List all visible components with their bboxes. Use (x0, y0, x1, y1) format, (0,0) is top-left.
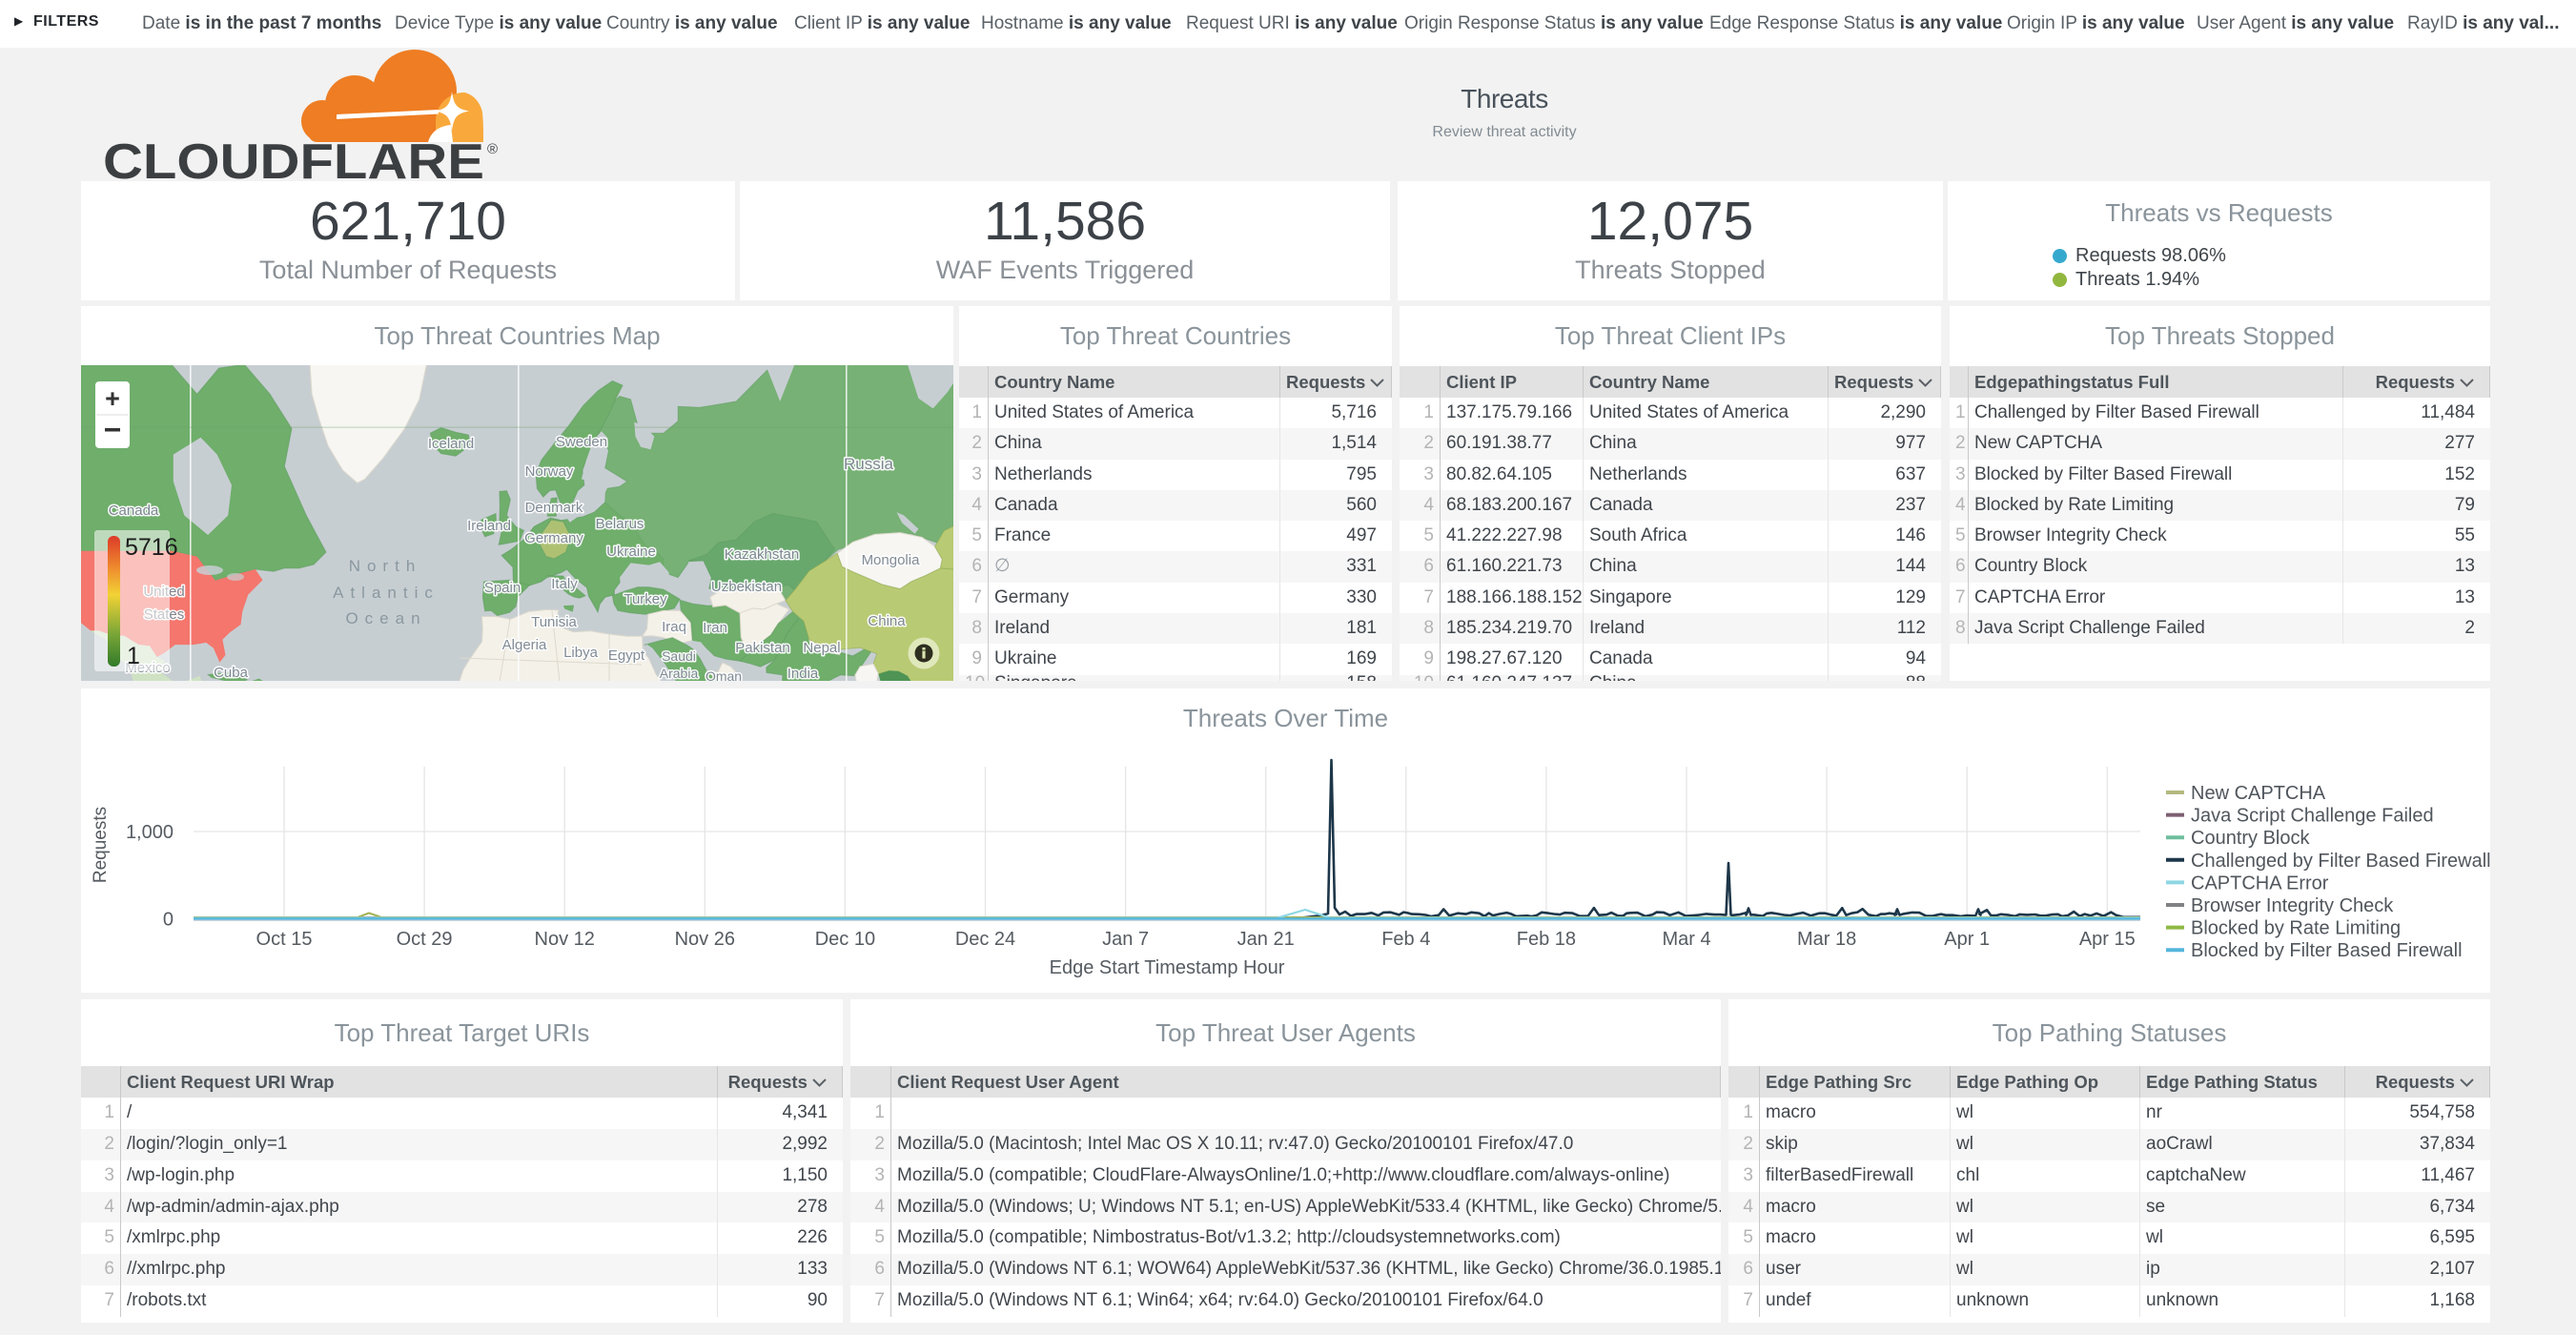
svg-text:Belarus: Belarus (596, 516, 644, 532)
svg-text:Feb 18: Feb 18 (1517, 929, 1576, 950)
svg-text:Apr 1: Apr 1 (1944, 929, 1990, 950)
svg-text:North: North (349, 557, 422, 575)
svg-text:Ukraine: Ukraine (606, 544, 656, 560)
svg-text:Ocean: Ocean (345, 609, 426, 627)
svg-text:Iceland: Iceland (428, 436, 474, 452)
svg-text:Mar 18: Mar 18 (1797, 929, 1856, 950)
svg-text:Sweden: Sweden (556, 434, 607, 450)
svg-text:Iran: Iran (703, 620, 727, 636)
svg-text:Challenged by Filter Based Fir: Challenged by Filter Based Firewall (2191, 851, 2490, 872)
svg-text:Country Block: Country Block (2191, 828, 2310, 849)
svg-text:Requests: Requests (91, 807, 111, 883)
svg-text:Spain: Spain (484, 580, 521, 596)
svg-text:Arabia: Arabia (660, 666, 699, 681)
svg-text:1: 1 (127, 643, 140, 669)
svg-text:India: India (787, 666, 819, 681)
svg-text:Nov 12: Nov 12 (535, 929, 595, 950)
svg-text:Browser Integrity Check: Browser Integrity Check (2191, 895, 2394, 916)
svg-text:Cuba: Cuba (214, 665, 249, 681)
svg-text:Jan 21: Jan 21 (1237, 929, 1295, 950)
svg-text:Jan 7: Jan 7 (1102, 929, 1149, 950)
svg-text:Canada: Canada (109, 503, 159, 519)
svg-text:Nepal: Nepal (803, 640, 840, 656)
svg-text:Denmark: Denmark (525, 500, 583, 516)
svg-text:Blocked by Filter Based Firewa: Blocked by Filter Based Firewall (2191, 940, 2463, 961)
svg-text:Edge Start Timestamp Hour: Edge Start Timestamp Hour (1050, 957, 1285, 978)
svg-text:Norway: Norway (525, 463, 574, 480)
svg-text:Pakistan: Pakistan (735, 640, 790, 656)
svg-text:Oman: Oman (705, 668, 742, 681)
svg-text:Dec 10: Dec 10 (815, 929, 875, 950)
svg-text:Egypt: Egypt (608, 647, 645, 664)
svg-text:Germany: Germany (524, 530, 583, 546)
svg-text:CLOUDFLARE: CLOUDFLARE (103, 134, 484, 186)
svg-text:Saudi: Saudi (662, 648, 696, 664)
svg-text:Iraq: Iraq (662, 619, 686, 635)
svg-text:Italy: Italy (551, 576, 578, 592)
svg-text:New CAPTCHA: New CAPTCHA (2191, 783, 2326, 804)
svg-text:Atlantic: Atlantic (333, 584, 440, 602)
svg-text:Blocked by Rate Limiting: Blocked by Rate Limiting (2191, 918, 2401, 939)
svg-text:Libya: Libya (563, 645, 599, 661)
svg-text:1,000: 1,000 (126, 822, 174, 843)
svg-text:China: China (868, 613, 906, 629)
svg-text:®: ® (487, 141, 498, 157)
svg-text:5716: 5716 (125, 534, 178, 561)
svg-text:Nov 26: Nov 26 (675, 929, 735, 950)
svg-text:Oct 29: Oct 29 (397, 929, 453, 950)
svg-text:Russia: Russia (844, 455, 894, 473)
svg-text:Turkey: Turkey (624, 591, 667, 607)
svg-text:+: + (105, 384, 120, 413)
svg-text:Mongolia: Mongolia (862, 552, 921, 568)
svg-text:Oct 15: Oct 15 (256, 929, 313, 950)
svg-text:Java Script Challenge Failed: Java Script Challenge Failed (2191, 806, 2434, 827)
svg-text:Dec 24: Dec 24 (955, 929, 1015, 950)
svg-text:Apr 15: Apr 15 (2079, 929, 2136, 950)
svg-text:CAPTCHA Error: CAPTCHA Error (2191, 873, 2329, 893)
svg-text:Feb 4: Feb 4 (1381, 929, 1430, 950)
svg-text:Ireland: Ireland (467, 518, 511, 534)
svg-text:Kazakhstan: Kazakhstan (725, 546, 799, 563)
svg-text:0: 0 (163, 910, 174, 931)
svg-text:Uzbekistan: Uzbekistan (711, 579, 782, 595)
svg-text:Tunisia: Tunisia (531, 614, 577, 630)
svg-text:Mar 4: Mar 4 (1662, 929, 1710, 950)
svg-text:Algeria: Algeria (502, 637, 547, 653)
